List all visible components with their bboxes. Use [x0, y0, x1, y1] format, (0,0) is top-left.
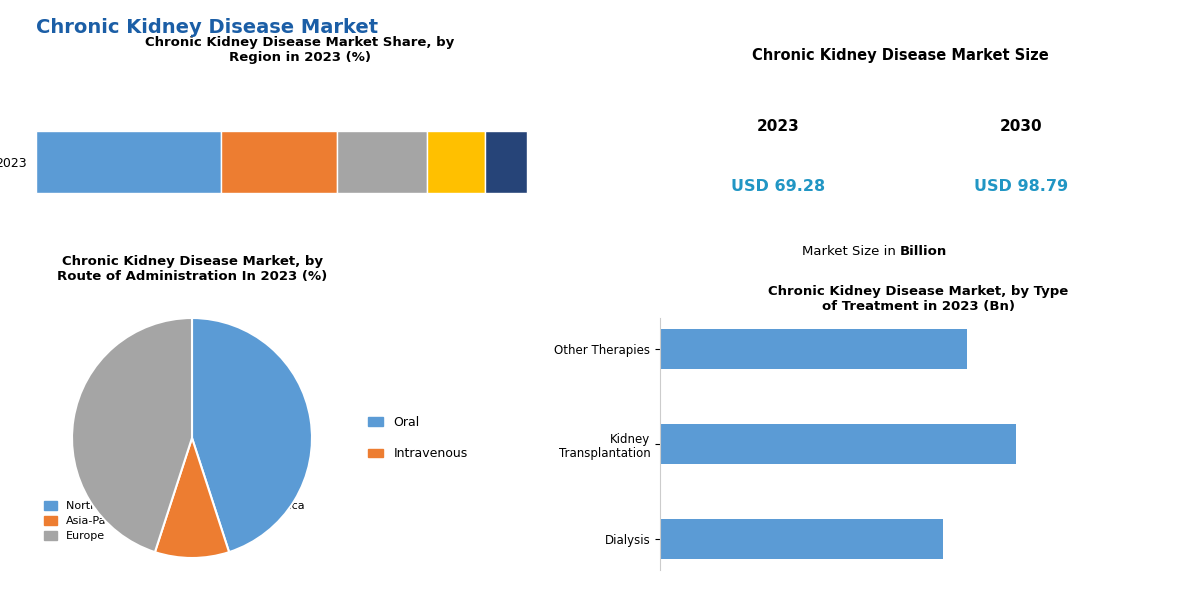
Bar	[485, 131, 527, 193]
Wedge shape	[192, 318, 312, 552]
Bar	[660, 329, 967, 369]
Bar	[660, 519, 942, 559]
Text: USD 69.28: USD 69.28	[732, 179, 826, 194]
Wedge shape	[155, 438, 229, 558]
Title: Chronic Kidney Disease Market Share, by
Region in 2023 (%): Chronic Kidney Disease Market Share, by …	[145, 36, 455, 64]
Legend: North America, Asia-Pacific, Europe, Middle East and Africa, South America: North America, Asia-Pacific, Europe, Mid…	[42, 499, 307, 544]
Text: Market Size in: Market Size in	[802, 245, 900, 257]
Text: 2023: 2023	[757, 119, 800, 134]
Text: USD 98.79: USD 98.79	[974, 179, 1068, 194]
Text: Chronic Kidney Disease Market Size: Chronic Kidney Disease Market Size	[751, 48, 1049, 63]
Bar	[36, 131, 221, 193]
Title: Chronic Kidney Disease Market, by Type
of Treatment in 2023 (Bn): Chronic Kidney Disease Market, by Type o…	[768, 284, 1068, 313]
Bar	[427, 131, 485, 193]
Title: Chronic Kidney Disease Market, by
Route of Administration In 2023 (%): Chronic Kidney Disease Market, by Route …	[56, 254, 328, 283]
Bar	[221, 131, 337, 193]
Text: Chronic Kidney Disease Market: Chronic Kidney Disease Market	[36, 18, 378, 37]
Text: 2030: 2030	[1000, 119, 1043, 134]
Wedge shape	[72, 318, 192, 552]
Text: Billion: Billion	[900, 245, 947, 257]
Bar	[337, 131, 427, 193]
Legend: Oral, Intravenous: Oral, Intravenous	[364, 410, 473, 466]
Bar	[660, 424, 1016, 464]
